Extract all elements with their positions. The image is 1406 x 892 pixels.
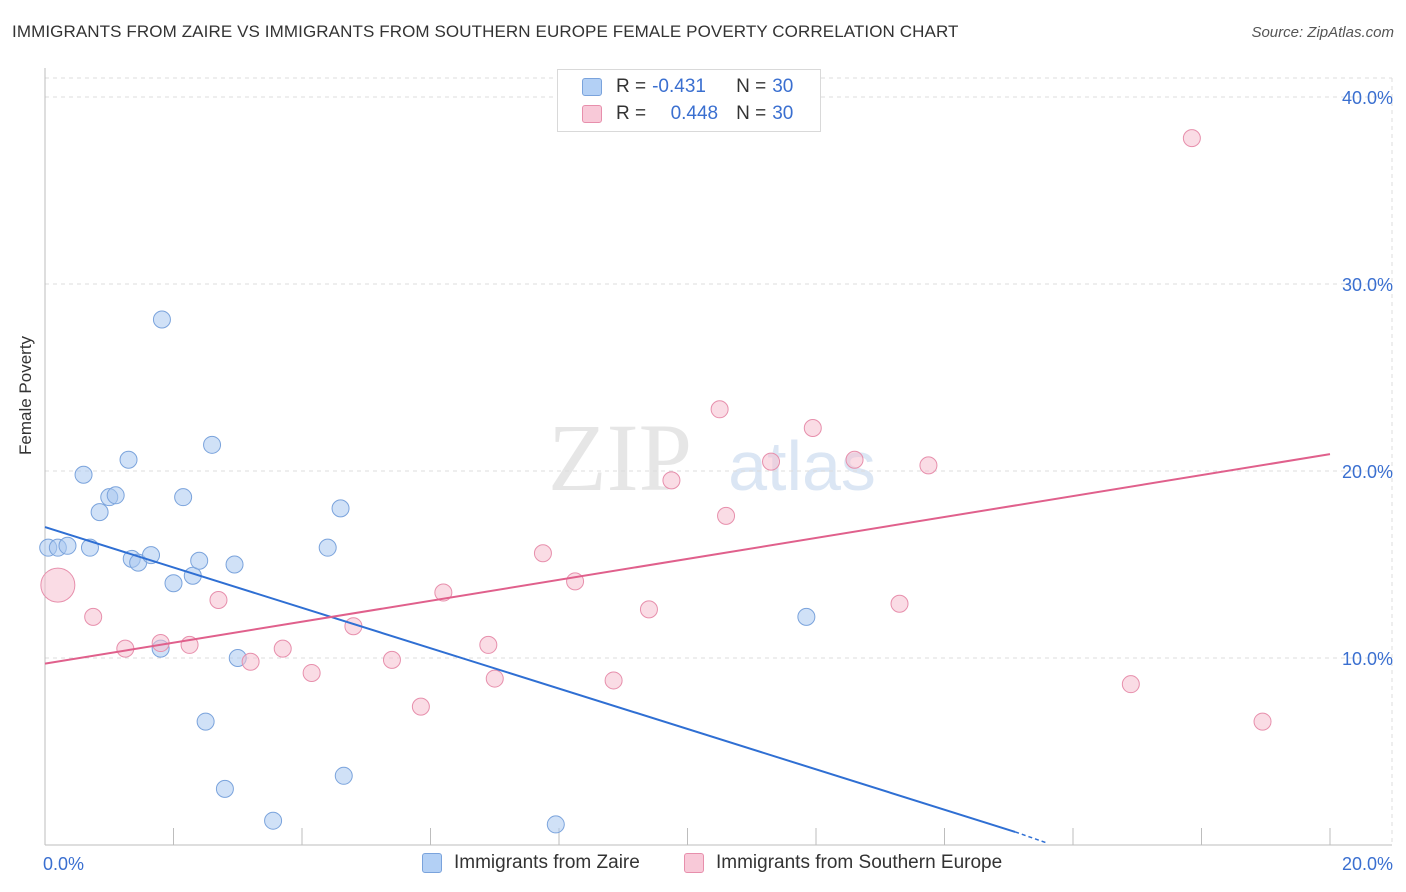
zaire-point bbox=[215, 779, 234, 798]
legend-r-label: R = bbox=[616, 103, 647, 124]
watermark-zip: ZIP bbox=[548, 404, 692, 511]
legend-swatch-southern-europe bbox=[582, 105, 602, 123]
zaire-point bbox=[164, 574, 183, 593]
zaire-point bbox=[152, 310, 171, 329]
x-tick-label: 0.0% bbox=[43, 854, 84, 874]
bottom-legend-zaire: Immigrants from Zaire bbox=[422, 852, 640, 874]
y-axis-label: Female Poverty bbox=[16, 335, 35, 455]
legend-r-label: R = bbox=[616, 76, 647, 97]
zaire-point bbox=[331, 499, 350, 518]
southern-europe-point bbox=[479, 635, 498, 654]
southern-europe-point bbox=[485, 669, 504, 688]
zaire-point bbox=[334, 766, 353, 785]
bottom-legend-southern-europe: Immigrants from Southern Europe bbox=[684, 852, 1002, 874]
bottom-legend-label-southern-europe: Immigrants from Southern Europe bbox=[716, 852, 1003, 873]
chart-title: IMMIGRANTS FROM ZAIRE VS IMMIGRANTS FROM… bbox=[12, 22, 959, 41]
bottom-legend-label-zaire: Immigrants from Zaire bbox=[454, 852, 640, 873]
southern-europe-point bbox=[919, 456, 938, 475]
southern-europe-point bbox=[434, 583, 453, 602]
zaire-point bbox=[546, 815, 565, 834]
southern-europe-point bbox=[1121, 675, 1140, 694]
bottom-legend-swatch-southern-europe bbox=[684, 853, 704, 873]
legend-n-label: N = bbox=[736, 76, 767, 97]
y-tick-label: 30.0% bbox=[1342, 275, 1393, 295]
tick-label-layer: 10.0% 20.0% 30.0% 40.0% 0.0% 20.0% bbox=[43, 88, 1393, 874]
legend-n-value-southern-europe: 30 bbox=[772, 103, 794, 124]
zaire-point bbox=[225, 555, 244, 574]
zaire-point bbox=[318, 538, 337, 557]
southern-europe-point bbox=[890, 594, 909, 613]
southern-europe-point bbox=[273, 639, 292, 658]
zaire-point bbox=[119, 450, 138, 469]
legend-r-value-zaire: -0.431 bbox=[652, 76, 706, 97]
southern-europe-point bbox=[40, 567, 76, 603]
y-tick-label: 20.0% bbox=[1342, 462, 1393, 482]
southern-europe-point bbox=[302, 663, 321, 682]
southern-europe-point bbox=[1182, 129, 1201, 148]
southern-europe-point bbox=[411, 697, 430, 716]
southern-europe-point bbox=[382, 650, 401, 669]
legend-n-label: N = bbox=[736, 103, 767, 124]
correlation-legend: R = -0.431 N = 30 R = 0.448 N = 30 bbox=[557, 69, 821, 132]
southern-europe-point bbox=[1253, 712, 1272, 731]
source-label: Source: ZipAtlas.com bbox=[1251, 24, 1394, 41]
legend-r-value-southern-europe: 0.448 bbox=[670, 103, 719, 124]
southern-europe-point bbox=[762, 452, 781, 471]
southern-europe-trend-line bbox=[44, 453, 1331, 665]
zaire-point bbox=[797, 607, 816, 626]
legend-swatch-zaire bbox=[582, 78, 602, 96]
zaire-point bbox=[190, 551, 209, 570]
southern-europe-point bbox=[209, 591, 228, 610]
southern-europe-point bbox=[845, 450, 864, 469]
zaire-point bbox=[106, 486, 125, 505]
y-tick-label: 40.0% bbox=[1342, 88, 1393, 108]
legend-n-value-zaire: 30 bbox=[772, 76, 794, 97]
zaire-point bbox=[174, 488, 193, 507]
zaire-point bbox=[203, 435, 222, 454]
zaire-point bbox=[74, 465, 93, 484]
legend-row-zaire: R = -0.431 N = 30 bbox=[582, 74, 793, 100]
southern-europe-point bbox=[604, 671, 623, 690]
southern-europe-point bbox=[84, 607, 103, 626]
southern-europe-point bbox=[710, 400, 729, 419]
bottom-legend-swatch-zaire bbox=[422, 853, 442, 873]
x-tick-label: 20.0% bbox=[1342, 854, 1393, 874]
y-tick-label: 10.0% bbox=[1342, 649, 1393, 669]
southern-europe-point bbox=[803, 418, 822, 437]
zaire-point bbox=[90, 503, 109, 522]
southern-europe-point bbox=[717, 506, 736, 525]
zaire-point bbox=[196, 712, 215, 731]
grid-layer bbox=[45, 77, 1393, 845]
southern-europe-point bbox=[639, 600, 658, 619]
zaire-trend-line bbox=[44, 526, 1016, 833]
southern-europe-point bbox=[241, 652, 260, 671]
zaire-point bbox=[264, 811, 283, 830]
legend-row-southern-europe: R = 0.448 N = 30 bbox=[582, 101, 793, 127]
axis-layer bbox=[44, 68, 1392, 846]
southern-europe-point bbox=[533, 544, 552, 563]
points-layer bbox=[39, 129, 1272, 834]
trend-layer bbox=[44, 453, 1331, 844]
zaire-trend-line-extension bbox=[1014, 831, 1048, 844]
southern-europe-point bbox=[662, 471, 681, 490]
zaire-point bbox=[58, 536, 77, 555]
